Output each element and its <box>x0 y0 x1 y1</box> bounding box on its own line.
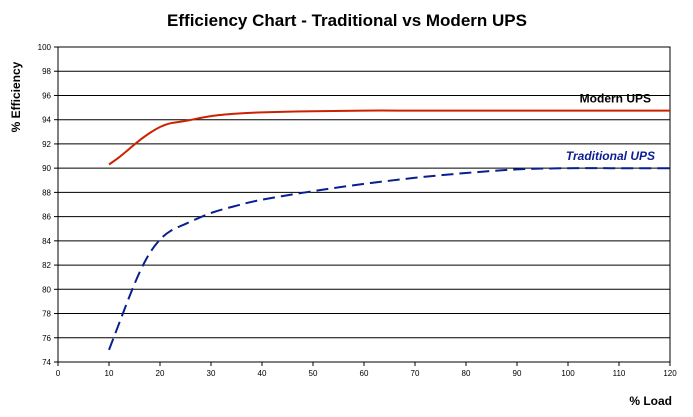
y-tick-label: 82 <box>42 261 51 270</box>
chart-title: Efficiency Chart - Traditional vs Modern… <box>167 11 527 30</box>
x-tick-label: 80 <box>462 369 471 378</box>
traditional-ups-line <box>108 167 670 351</box>
gridlines <box>58 46 670 363</box>
x-tick-label: 50 <box>309 369 318 378</box>
y-tick-label: 88 <box>42 188 51 197</box>
y-axis-title: % Efficiency <box>9 61 23 132</box>
y-tick-label: 86 <box>42 213 51 222</box>
y-tick-label: 98 <box>42 67 51 76</box>
x-tick-label: 110 <box>613 369 626 378</box>
x-axis-title: % Load <box>629 394 672 408</box>
y-tick-label: 78 <box>42 310 51 319</box>
x-axis-ticks: 0 10 20 30 40 50 60 70 80 90 100 110 120 <box>56 362 677 378</box>
x-tick-label: 0 <box>56 369 61 378</box>
y-tick-label: 96 <box>42 91 51 100</box>
plot-area <box>57 46 671 363</box>
y-tick-label: 74 <box>42 358 51 367</box>
y-tick-label: 76 <box>42 334 51 343</box>
x-tick-label: 70 <box>411 369 420 378</box>
x-tick-label: 20 <box>156 369 165 378</box>
y-tick-label: 92 <box>42 140 51 149</box>
y-tick-label: 100 <box>38 43 52 52</box>
y-axis-ticks: 74 76 78 80 82 84 86 88 90 92 94 96 98 100 <box>38 43 58 367</box>
x-tick-label: 100 <box>561 369 575 378</box>
series-labels: Modern UPS Traditional UPS <box>566 92 655 164</box>
x-tick-label: 10 <box>105 369 114 378</box>
x-tick-label: 30 <box>207 369 216 378</box>
x-tick-label: 40 <box>258 369 267 378</box>
modern-ups-line <box>108 109 670 166</box>
y-tick-label: 80 <box>42 285 51 294</box>
modern-ups-label: Modern UPS <box>580 92 651 106</box>
x-tick-label: 90 <box>513 369 522 378</box>
traditional-ups-label: Traditional UPS <box>566 149 655 163</box>
x-tick-label: 120 <box>663 369 677 378</box>
y-tick-label: 90 <box>42 164 51 173</box>
x-tick-label: 60 <box>360 369 369 378</box>
y-tick-label: 94 <box>42 116 51 125</box>
y-tick-label: 84 <box>42 237 51 246</box>
series-layer <box>108 109 670 351</box>
